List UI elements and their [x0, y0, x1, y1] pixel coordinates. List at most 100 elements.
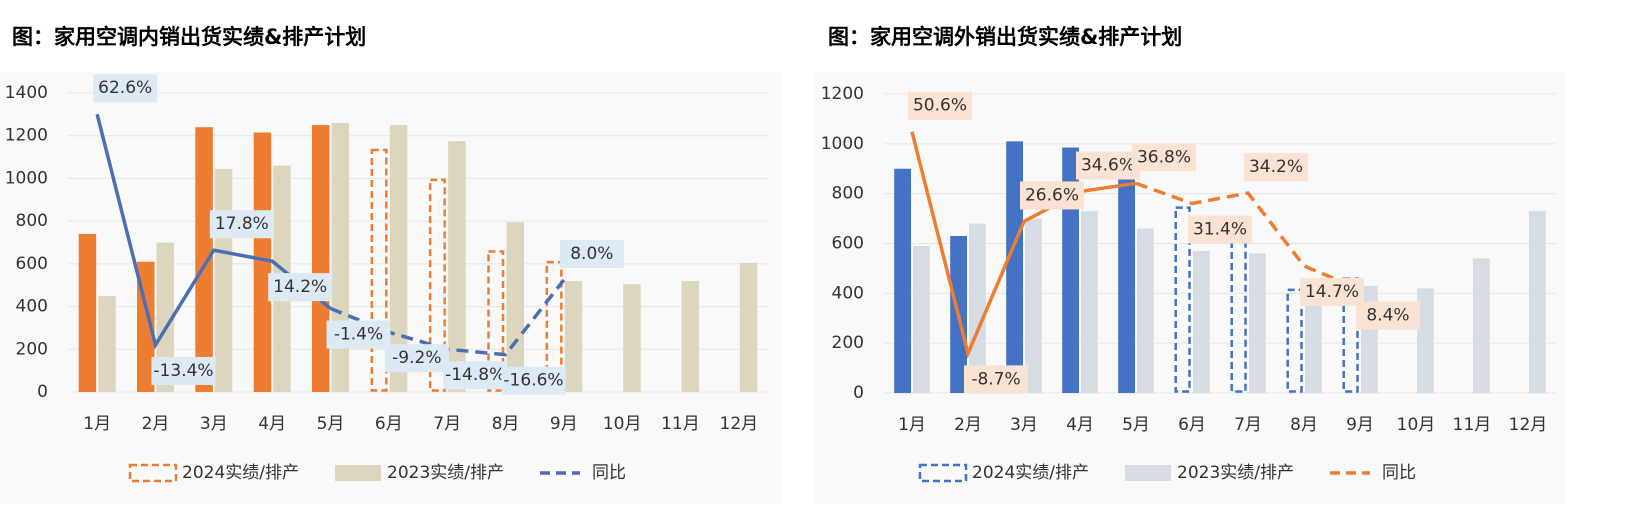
label-bg: [384, 344, 449, 373]
label-bg: [93, 74, 158, 103]
label-bg: [1244, 153, 1308, 182]
x-tick-label: 3月: [200, 414, 228, 434]
bar: [1473, 258, 1490, 393]
bar: [1025, 218, 1042, 393]
bar: [428, 178, 446, 392]
legend-label: 2023实绩/排产: [1177, 463, 1294, 483]
legend-swatch: [918, 463, 968, 483]
line: [910, 131, 1137, 359]
x-tick-label: 8月: [492, 414, 520, 434]
data-label: 62.6%: [98, 78, 152, 98]
y-tick-label: 0: [37, 382, 48, 402]
x-tick-label: 9月: [1346, 415, 1374, 435]
x-tick-label: 5月: [317, 414, 345, 434]
data-label: 26.6%: [1025, 185, 1079, 205]
x-tick-label: 6月: [1178, 415, 1206, 435]
bar: [969, 223, 986, 393]
y-tick-label: 400: [832, 283, 864, 303]
bar: [545, 260, 563, 392]
x-tick-label: 11月: [661, 414, 700, 434]
x-tick-label: 2月: [954, 415, 982, 435]
data-label: -16.6%: [503, 371, 563, 391]
bar: [1249, 253, 1266, 393]
legend-label: 同比: [592, 463, 626, 483]
bar: [78, 233, 97, 392]
data-label: 50.6%: [913, 96, 967, 116]
x-tick-label: 10月: [603, 414, 642, 434]
legend-label: 2024实绩/排产: [182, 463, 299, 483]
data-label: 34.6%: [1081, 156, 1135, 176]
y-tick-label: 0: [853, 383, 864, 403]
x-tick-label: 5月: [1122, 415, 1150, 435]
label-bg: [268, 273, 333, 302]
y-tick-label: 600: [16, 254, 48, 274]
label-bg: [964, 365, 1028, 394]
bar: [1137, 228, 1154, 393]
bar: [370, 148, 388, 392]
bar: [623, 284, 641, 392]
bar: [1193, 250, 1210, 393]
y-tick-label: 200: [832, 333, 864, 353]
y-tick-label: 800: [832, 184, 864, 204]
x-tick-label: 1月: [898, 415, 926, 435]
bar: [331, 122, 349, 393]
label-bg: [1188, 215, 1252, 244]
y-tick-label: 800: [16, 211, 48, 231]
x-tick-label: 1月: [83, 414, 111, 434]
bar: [739, 262, 758, 392]
label-bg: [559, 239, 624, 268]
y-tick-label: 1200: [821, 84, 864, 104]
data-label: 31.4%: [1193, 220, 1247, 240]
x-tick-label: 4月: [258, 414, 286, 434]
data-label: 8.0%: [570, 244, 613, 264]
data-label: -13.4%: [153, 361, 213, 381]
bar: [564, 280, 583, 392]
bar: [98, 295, 116, 392]
data-label: -1.4%: [334, 325, 383, 345]
data-label: -8.7%: [971, 369, 1020, 389]
bar: [681, 280, 699, 392]
legend-swatch: [335, 465, 381, 481]
bar: [913, 245, 930, 393]
data-label: -14.8%: [445, 365, 505, 385]
bar: [1417, 288, 1434, 393]
bar: [1081, 211, 1098, 393]
label-bg: [1076, 151, 1140, 180]
bar: [506, 222, 524, 392]
bar: [1286, 288, 1303, 393]
x-tick-label: 2月: [142, 414, 170, 434]
legend-label: 同比: [1382, 463, 1416, 483]
bar: [156, 242, 174, 392]
y-tick-label: 1000: [5, 168, 48, 188]
bar: [894, 168, 911, 393]
bar: [448, 141, 466, 392]
x-tick-label: 9月: [550, 414, 578, 434]
label-bg: [209, 210, 274, 239]
bar: [1529, 211, 1546, 393]
bar: [1174, 206, 1191, 393]
chart-title: 图：家用空调内销出货实绩&排产计划: [12, 25, 366, 49]
bar: [214, 168, 233, 392]
x-tick-label: 7月: [1234, 415, 1262, 435]
data-label: -9.2%: [392, 348, 441, 368]
bar: [253, 132, 272, 392]
bar: [487, 250, 505, 392]
data-label: 36.8%: [1137, 147, 1191, 167]
chart-title: 图：家用空调外销出货实绩&排产计划: [828, 25, 1182, 49]
y-tick-label: 400: [16, 297, 48, 317]
y-tick-label: 600: [832, 234, 864, 254]
label-bg: [501, 366, 566, 395]
bar: [1006, 141, 1023, 393]
label-bg: [1356, 301, 1420, 330]
line: [1135, 181, 1361, 292]
bar: [312, 125, 330, 393]
y-tick-label: 200: [16, 339, 48, 359]
label-bg: [1132, 143, 1196, 172]
x-tick-label: 12月: [720, 414, 759, 434]
x-tick-label: 6月: [375, 414, 403, 434]
x-tick-label: 4月: [1066, 415, 1094, 435]
x-tick-label: 11月: [1453, 415, 1492, 435]
bar: [195, 127, 213, 393]
data-label: 14.7%: [1305, 282, 1359, 302]
